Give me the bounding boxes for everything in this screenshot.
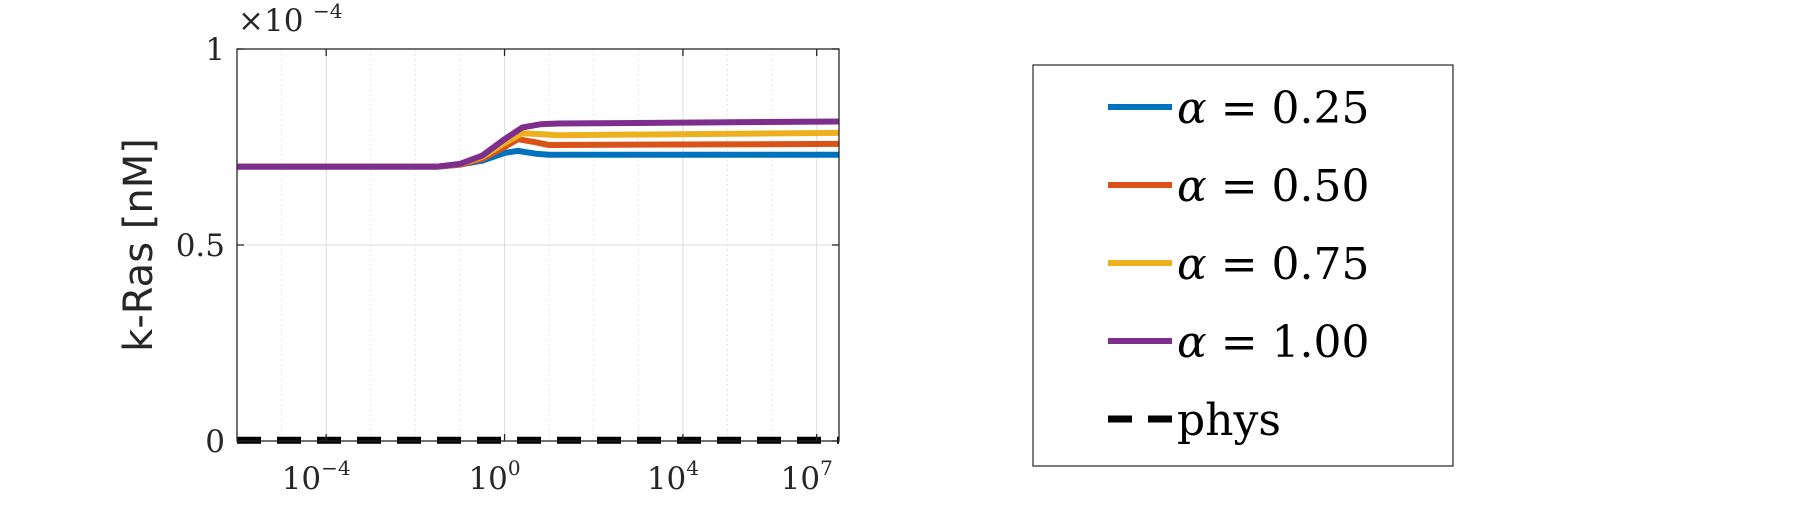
x-tick-label: 100 [468, 456, 520, 497]
series-line-2 [237, 129, 840, 170]
series-line-3 [237, 118, 840, 170]
y-multiplier-label: ×10 −4 [238, 0, 342, 39]
legend-label-1: α = 0.50 [1177, 161, 1370, 212]
x-tick-label: 10−4 [282, 456, 351, 497]
y-tick-label: 1 [205, 32, 225, 68]
y-multiplier-base: ×10 [238, 3, 303, 39]
y-axis-label: k-Ras [nM] [116, 138, 162, 352]
legend-entries: α = 0.25 α = 0.50 α = 0.75 α = 1.00 phys [1108, 83, 1370, 446]
x-tick-label: 104 [647, 456, 699, 497]
plot-series [237, 118, 840, 444]
legend-label-3: α = 1.00 [1177, 317, 1370, 368]
y-multiplier-exponent: −4 [313, 0, 342, 23]
grid [236, 49, 839, 441]
legend-label-0: α = 0.25 [1177, 83, 1370, 134]
y-tick-label: 0 [205, 424, 225, 460]
y-tick-label: 0.5 [176, 228, 225, 264]
legend-label-4: phys [1177, 395, 1281, 446]
x-tick-label: 107 [781, 456, 833, 497]
axes: 10−4 100 104 107 0 0.5 1 [176, 32, 839, 497]
legend-label-2: α = 0.75 [1177, 239, 1370, 290]
legend [1032, 64, 1454, 467]
